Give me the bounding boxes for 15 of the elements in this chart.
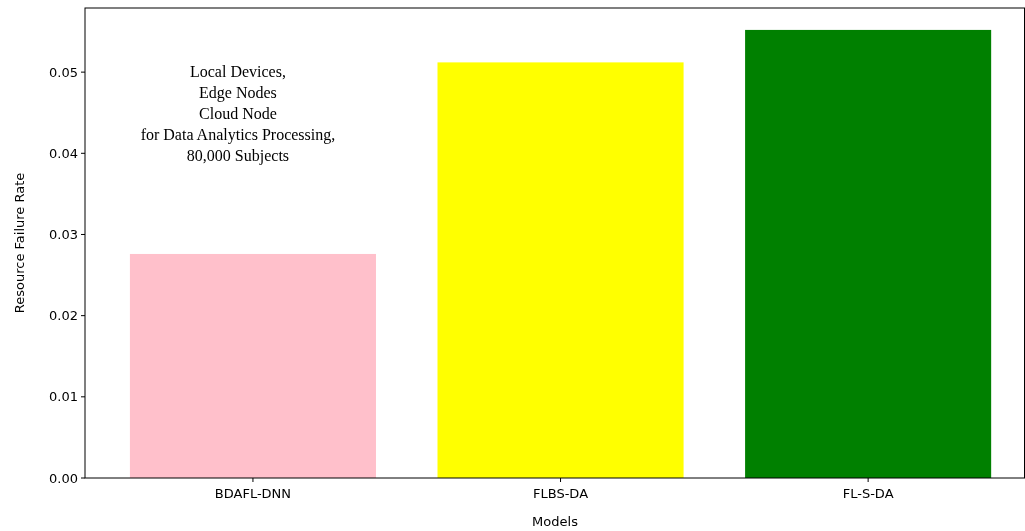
bar bbox=[745, 29, 992, 478]
y-axis-title: Resource Failure Rate bbox=[12, 172, 27, 314]
x-tick-label: FLBS-DA bbox=[533, 486, 589, 501]
annotation: Local Devices, Edge Nodes Cloud Node for Data Analytics Processing, 80,000 Subjects bbox=[140, 63, 336, 165]
y-tick-label: 0.05 bbox=[49, 64, 78, 80]
x-axis-title: Models bbox=[532, 514, 579, 529]
bar bbox=[437, 62, 684, 478]
bar bbox=[129, 253, 376, 478]
y-tick-label: 0.02 bbox=[49, 308, 78, 324]
y-tick-label: 0.00 bbox=[49, 470, 78, 486]
x-tick-label: FL-S-DA bbox=[842, 486, 894, 501]
y-tick-label: 0.03 bbox=[49, 227, 78, 243]
x-tick-label: BDAFL-DNN bbox=[214, 486, 292, 501]
y-tick-label: 0.04 bbox=[49, 145, 78, 161]
y-tick-label: 0.01 bbox=[49, 389, 78, 405]
